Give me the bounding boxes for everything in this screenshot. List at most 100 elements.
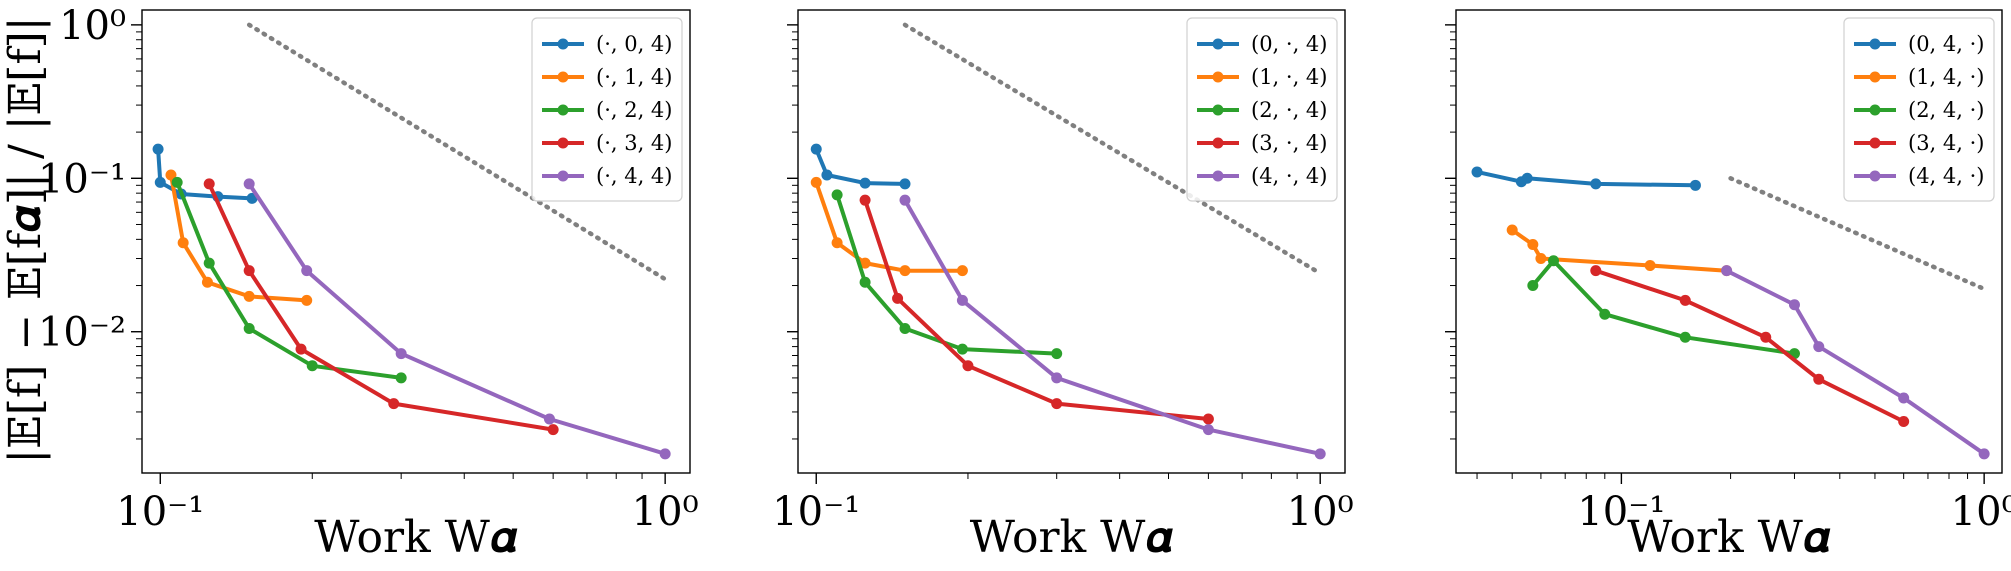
minor-ticks (1450, 31, 1969, 479)
data-point (203, 257, 215, 269)
legend-label: (3, ·, 4) (1251, 131, 1327, 155)
data-point (956, 294, 968, 306)
series-3 (171, 176, 407, 384)
series-1 (810, 143, 911, 190)
data-point (956, 343, 968, 355)
x-axis-label: Work W𝜶 (1627, 512, 1831, 563)
data-point (243, 265, 255, 277)
data-point (301, 294, 313, 306)
data-point (1590, 265, 1602, 277)
x-tick-label: 10⁰ (632, 489, 699, 535)
legend-swatch-marker (1869, 170, 1881, 182)
data-point (306, 360, 318, 372)
data-point (243, 322, 255, 334)
legend-label: (1, 4, ·) (1908, 65, 1984, 89)
plot-frame (141, 9, 691, 474)
legend-swatch-marker (1212, 137, 1224, 149)
data-point (821, 169, 833, 181)
data-point (899, 322, 911, 334)
data-point (1898, 392, 1910, 404)
legend-label: (·, 4, 4) (596, 164, 672, 188)
legend-swatch-marker (1869, 38, 1881, 50)
data-point (1051, 372, 1063, 384)
legend-box (1186, 17, 1338, 202)
y-axis-label: |𝔼[f] − 𝔼[f𝜶]| / |𝔼[f]| (0, 16, 51, 463)
data-point (962, 360, 974, 372)
legend-box (1843, 17, 1995, 202)
series-2 (810, 176, 968, 277)
series-line (903, 199, 1321, 456)
legend-swatch-marker (1869, 137, 1881, 149)
data-point (543, 413, 555, 425)
data-point (201, 276, 213, 288)
x-axis-label: Work W𝜶 (970, 512, 1174, 563)
legend-box (531, 17, 683, 202)
legend-label: (3, 4, ·) (1908, 131, 1984, 155)
data-point (301, 265, 313, 277)
series-line (1531, 258, 1795, 356)
legend: (0, 4, ·) (1, 4, ·) (2, 4, ·) (3, 4, ·) (4, … (1843, 17, 1995, 202)
data-point (1590, 178, 1602, 190)
series-4 (203, 178, 559, 436)
data-point (154, 176, 166, 188)
reference-slope-line (902, 22, 1323, 276)
legend-swatch-marker (1869, 71, 1881, 83)
data-point (810, 143, 822, 155)
data-point (1679, 294, 1691, 306)
data-point (859, 276, 871, 288)
data-point (1527, 280, 1539, 292)
data-point (203, 178, 215, 190)
data-point (810, 176, 822, 188)
series-1 (1471, 166, 1701, 191)
data-point (831, 189, 843, 201)
data-point (165, 169, 177, 181)
legend-label: (1, ·, 4) (1251, 65, 1327, 89)
legend-swatch-marker (1212, 170, 1224, 182)
legend-swatch-marker (1869, 104, 1881, 116)
data-point (1202, 413, 1214, 425)
data-point (1521, 172, 1533, 184)
data-point (1527, 239, 1539, 251)
data-point (899, 265, 911, 277)
data-point (1813, 341, 1825, 353)
legend: (·, 0, 4) (·, 1, 4) (·, 2, 4) (·, 3, 4) (·, … (531, 17, 683, 202)
legend-swatch-marker (557, 104, 569, 116)
chart-panel-3: 10⁻¹ 10⁰ Work W𝜶 (0, 4, ·) (1, 4, ·) (2, 4, ·… (1445, 9, 2011, 563)
data-point (1644, 260, 1656, 272)
data-point (1548, 255, 1560, 267)
data-point (1898, 415, 1910, 427)
legend-swatch-marker (557, 38, 569, 50)
data-point (243, 178, 255, 190)
plot-frame (797, 9, 1346, 474)
series-2 (165, 169, 313, 306)
legend-label: (2, 4, ·) (1908, 98, 1984, 122)
legend-swatch-marker (557, 170, 569, 182)
data-point (152, 143, 164, 155)
data-point (659, 448, 671, 460)
series-5 (1721, 265, 1990, 460)
reference-slope-line (1728, 176, 1987, 292)
y-tick-label: 10⁰ (59, 3, 126, 49)
x-axis-label: Work W𝜶 (314, 512, 518, 563)
series-line (1511, 228, 1727, 273)
series-5 (899, 194, 1326, 460)
y-tick-label: 10⁻¹ (38, 156, 126, 202)
data-point (1721, 265, 1733, 277)
data-point (1760, 331, 1772, 343)
data-point (1813, 373, 1825, 385)
data-point (171, 176, 183, 188)
legend-label: (0, ·, 4) (1251, 32, 1327, 56)
legend-swatch-marker (1212, 104, 1224, 116)
series-line (1476, 169, 1696, 188)
x-tick-label: 10⁻¹ (116, 489, 204, 535)
data-point (956, 265, 968, 277)
data-point (1599, 308, 1611, 320)
data-point (1051, 348, 1063, 360)
legend-label: (4, 4, ·) (1908, 164, 1984, 188)
series-3 (831, 189, 1063, 360)
x-tick-label: 10⁻¹ (772, 489, 860, 535)
data-point (395, 348, 407, 360)
legend-swatch-marker (557, 71, 569, 83)
legend-label: (2, ·, 4) (1251, 98, 1327, 122)
